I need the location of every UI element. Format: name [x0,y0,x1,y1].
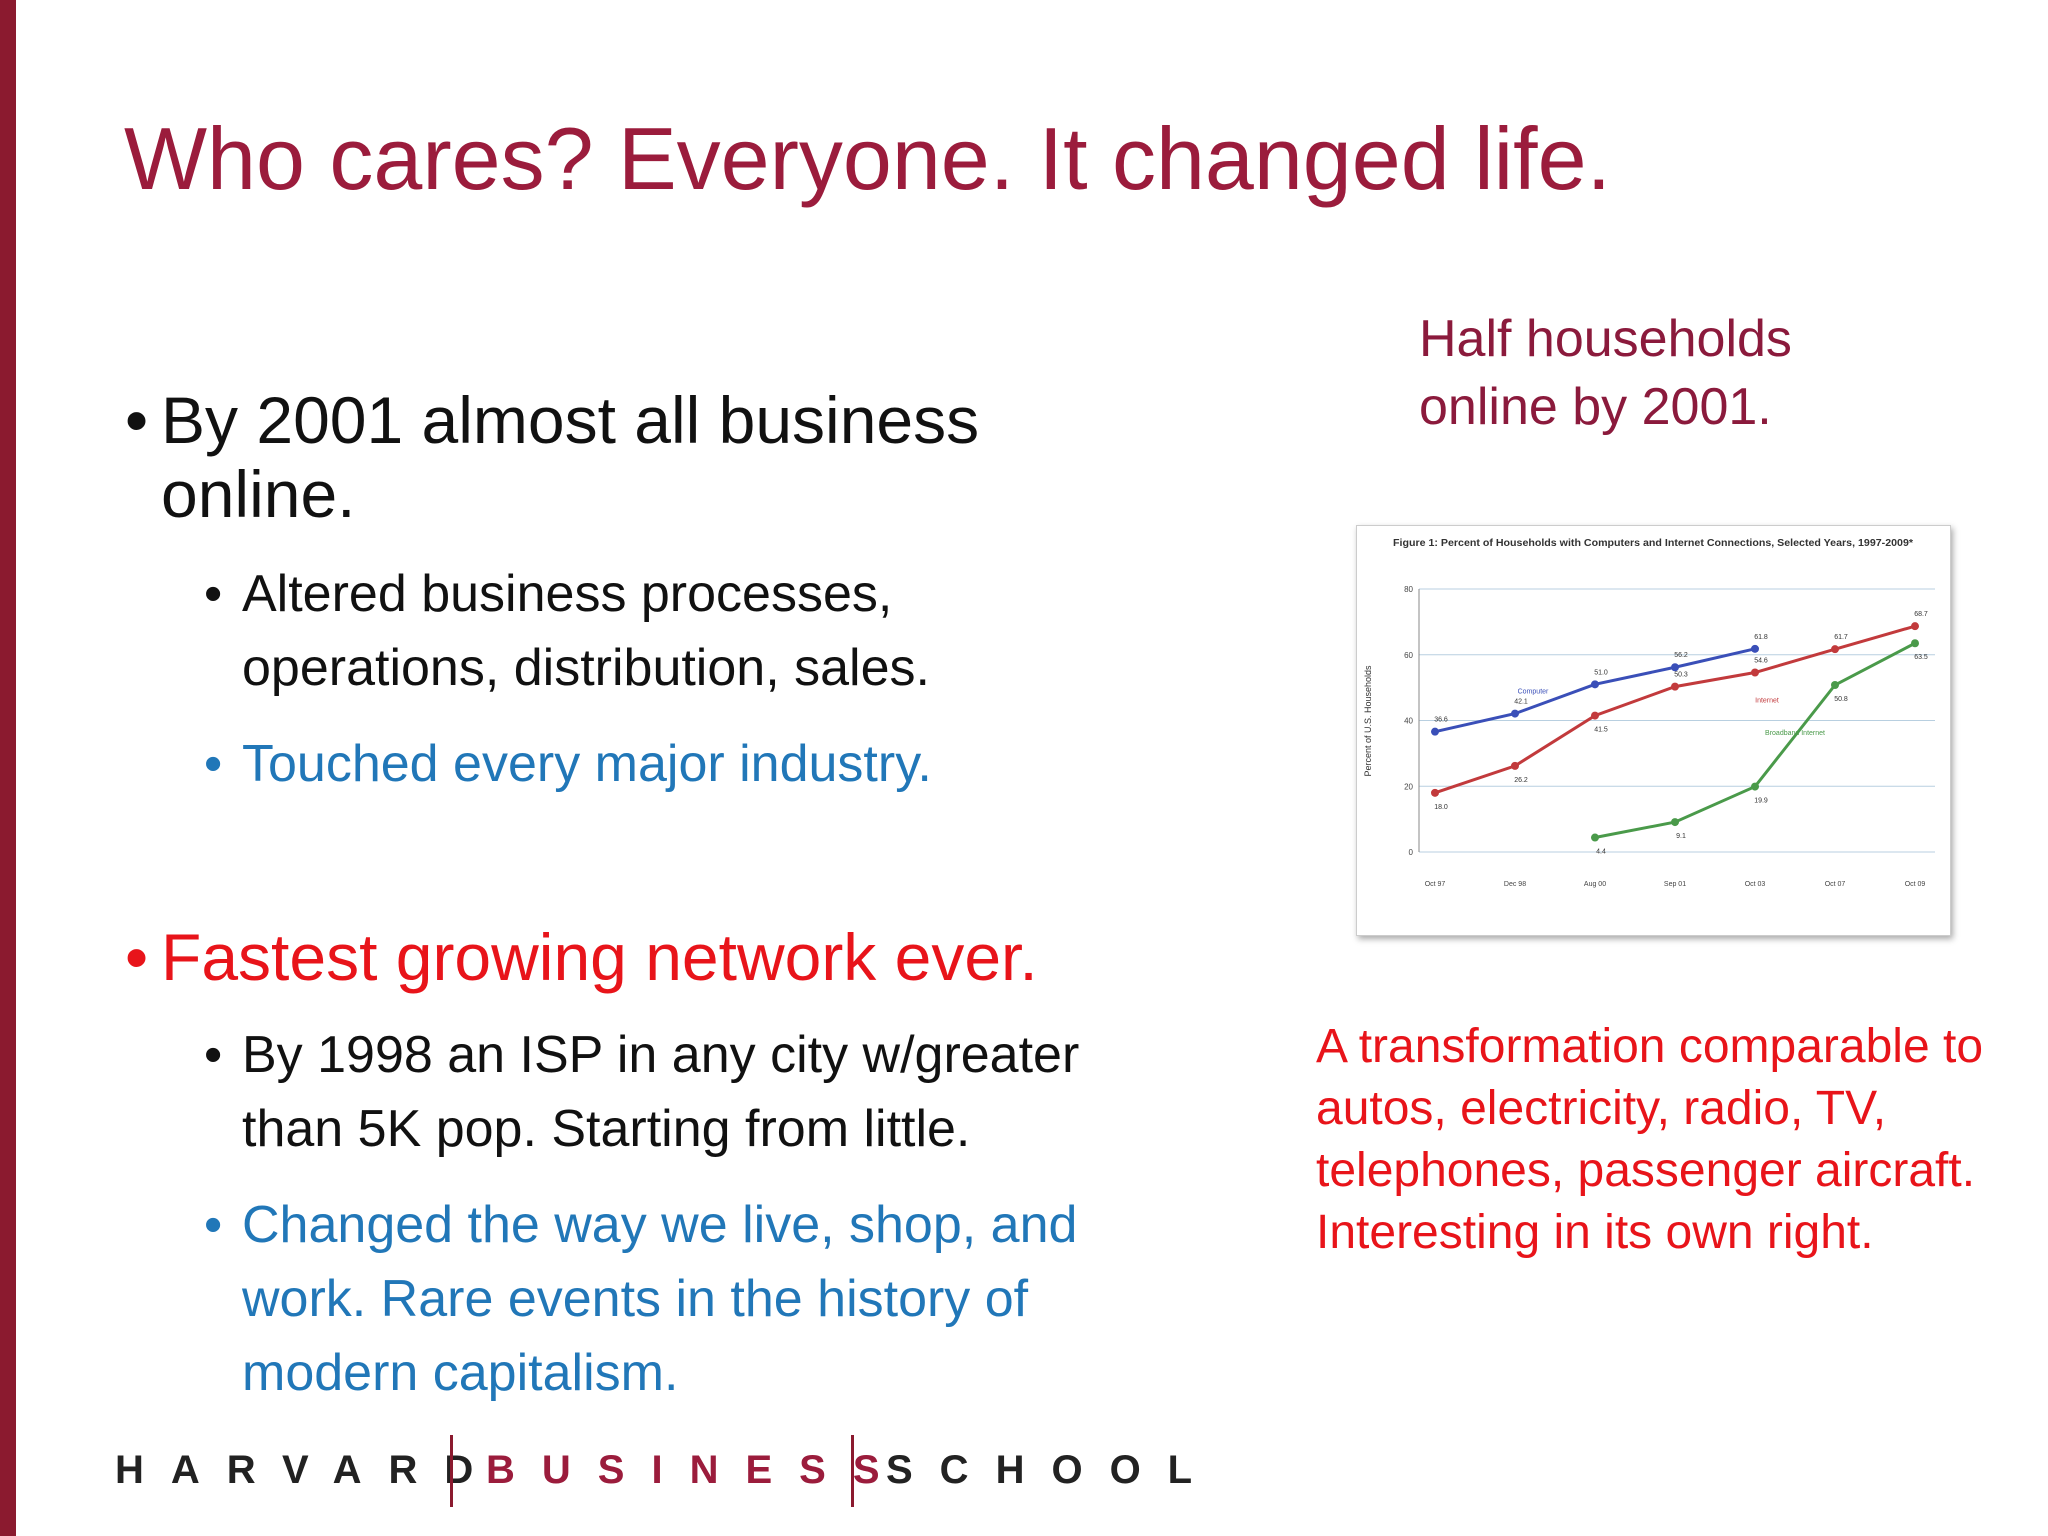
y-tick-label: 60 [1404,651,1413,660]
data-label: 51.0 [1594,669,1608,676]
bullet: Fastest growing network ever. [125,920,1161,994]
data-point [1431,788,1439,797]
data-label: 54.6 [1754,658,1768,665]
data-point [1591,711,1599,720]
data-label: 63.5 [1914,654,1928,661]
sub-bullet: By 1998 an ISP in any city w/greater tha… [204,1018,1182,1166]
chart: Figure 1: Percent of Households with Com… [1356,525,1951,936]
data-label: 50.8 [1834,696,1848,703]
logo-word: HARVARD [115,1448,501,1492]
series-name: Internet [1755,698,1779,705]
data-label: 4.4 [1596,849,1606,856]
data-label: 9.1 [1676,833,1686,840]
slide-title: Who cares? Everyone. It changed life. [124,109,1612,208]
logo-separator [450,1435,453,1507]
data-point [1831,645,1839,654]
logo-word: SCHOOL [886,1448,1220,1492]
x-tick-label: Oct 03 [1745,881,1766,888]
data-label: 18.0 [1434,804,1448,811]
data-point [1511,709,1519,718]
data-point [1671,682,1679,691]
data-label: 26.2 [1514,777,1528,784]
sub-bullet: Changed the way we live, shop, and work.… [204,1188,1172,1410]
series-name: Computer [1518,689,1549,696]
data-label: 61.7 [1834,634,1848,641]
data-point [1751,644,1759,653]
y-tick-label: 80 [1404,585,1413,594]
data-point [1911,639,1919,648]
y-axis-label: Percent of U.S. Households [1363,665,1373,777]
side-text: A transformation comparable to autos, el… [1316,1020,1984,1259]
data-point [1671,663,1679,672]
chart-title: Figure 1: Percent of Households with Com… [1393,538,1913,549]
logo-word: BUSINESS [486,1448,907,1492]
data-label: 19.9 [1754,798,1768,805]
x-tick-label: Aug 00 [1584,881,1606,888]
data-point [1431,727,1439,736]
sub-bullet: Touched every major industry. [204,727,1082,801]
x-tick-label: Oct 07 [1825,881,1846,888]
x-tick-label: Dec 98 [1504,881,1526,888]
data-point [1751,782,1759,791]
data-label: 68.7 [1914,611,1928,618]
data-label: 42.1 [1514,699,1528,706]
x-tick-label: Oct 09 [1905,881,1926,888]
data-label: 56.2 [1674,652,1688,659]
side-note: Half households online by 2001. [1419,310,1792,436]
data-point [1591,680,1599,689]
series-name: Broadband Internet [1765,730,1825,737]
x-tick-label: Sep 01 [1664,881,1686,888]
sub-bullet: Altered business processes, operations, … [204,557,1082,705]
series-line [1434,624,1916,795]
y-tick-label: 40 [1404,717,1413,726]
data-label: 36.6 [1434,717,1448,724]
data-point [1591,833,1599,842]
data-point [1751,668,1759,677]
data-point [1831,680,1839,689]
data-label: 41.5 [1594,727,1608,734]
x-tick-label: Oct 97 [1425,881,1446,888]
y-tick-label: 0 [1409,848,1414,857]
bullet: By 2001 almost all business online. [125,383,1041,531]
data-label: 50.3 [1674,672,1688,679]
y-tick-label: 20 [1404,782,1413,791]
data-point [1671,818,1679,827]
data-point [1511,761,1519,770]
data-point [1911,622,1919,631]
side-bar [0,0,16,1536]
data-label: 61.8 [1754,634,1768,641]
logo-separator [851,1435,854,1507]
